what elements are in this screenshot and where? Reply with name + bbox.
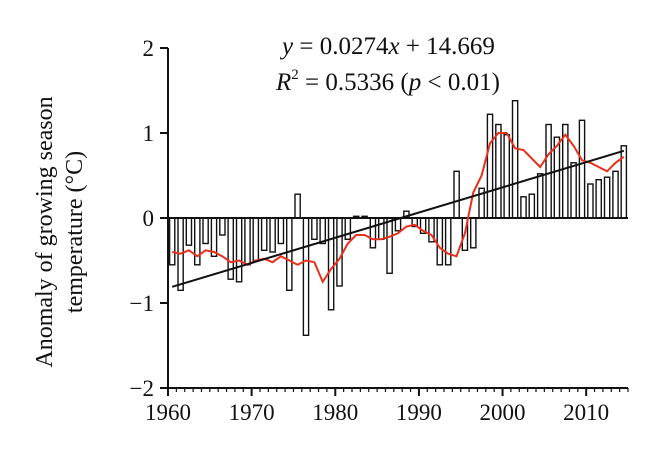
bar-2009 — [578, 119, 586, 219]
bar-2011 — [595, 178, 602, 219]
eq-const: + 14.669 — [400, 33, 495, 60]
bar-1993 — [444, 217, 452, 266]
p-letter: p — [407, 69, 422, 96]
p-rest: < 0.01) — [421, 69, 500, 96]
eq-x: x — [387, 33, 399, 60]
eq-y: y — [279, 33, 294, 60]
x-tick-label-2000: 2000 — [480, 400, 526, 425]
bar-2001 — [511, 99, 519, 219]
bar-1985 — [378, 217, 385, 240]
trend-line — [171, 149, 625, 288]
bar-1964 — [202, 217, 209, 245]
bar-1980 — [336, 217, 343, 287]
y-tick-label-1: 1 — [143, 121, 155, 146]
bar-1981 — [344, 217, 352, 240]
bar-2013 — [612, 170, 619, 219]
x-tick-label-2010: 2010 — [563, 400, 609, 425]
bar-1992 — [436, 217, 444, 266]
bar-2000 — [503, 133, 511, 219]
x-tick-label-1970: 1970 — [229, 400, 275, 425]
axis-ticks: −2 −1 0 1 2 1960 1970 1980 1990 2000 2010 — [130, 36, 629, 425]
bar-1962 — [185, 217, 193, 246]
bar-1973 — [277, 217, 285, 245]
bar-2005 — [545, 123, 552, 219]
r-letter: R — [275, 69, 291, 96]
x-tick-label-1990: 1990 — [396, 400, 442, 425]
bar-1971 — [260, 217, 268, 251]
eq-rhs: = 0.0274 — [293, 33, 389, 60]
bar-2004 — [536, 173, 544, 219]
y-tick-label-2: 2 — [143, 36, 155, 61]
bar-1974 — [286, 217, 293, 292]
y-tick-label--2: −2 — [130, 376, 154, 401]
bar-2012 — [603, 176, 611, 219]
bar-2014 — [620, 145, 628, 219]
bar-1970 — [252, 217, 260, 262]
y-axis-title-line-2: temperature (°C) — [62, 151, 88, 313]
y-tick-label--1: −1 — [130, 291, 154, 316]
r-squared-annotation: R2 = 0.5336 (p < 0.01) — [275, 67, 500, 96]
bar-1998 — [486, 113, 494, 219]
y-axis-title-line-1: Anomaly of growing season — [32, 96, 58, 367]
r-value: = 0.5336 ( — [299, 69, 409, 96]
bar-1984 — [369, 217, 377, 249]
bar-1976 — [302, 217, 310, 337]
bar-1960 — [168, 217, 176, 266]
x-tick-label-1980: 1980 — [312, 400, 358, 425]
regression-equation: y = 0.0274x + 14.669 — [279, 33, 495, 60]
bar-1977 — [311, 217, 318, 240]
bar-1965 — [210, 217, 218, 257]
bar-1975 — [294, 193, 301, 219]
bar-1999 — [495, 123, 502, 219]
r-superscript: 2 — [291, 67, 299, 83]
bar-1979 — [327, 217, 335, 311]
bar-1986 — [386, 217, 393, 274]
bar-1969 — [244, 217, 251, 266]
bar-1972 — [269, 217, 276, 253]
bar-2003 — [528, 193, 536, 219]
bar-2008 — [570, 162, 577, 219]
bar-1968 — [235, 217, 243, 283]
bar-1963 — [193, 217, 201, 266]
y-tick-label-0: 0 — [143, 206, 155, 231]
bar-1994 — [453, 170, 460, 219]
bar-1966 — [219, 217, 226, 236]
bar-2002 — [520, 196, 527, 219]
bar-2010 — [587, 183, 594, 219]
x-tick-label-1960: 1960 — [145, 400, 191, 425]
bar-2006 — [553, 136, 561, 219]
bar-1996 — [470, 217, 477, 249]
bar-1978 — [319, 217, 327, 245]
